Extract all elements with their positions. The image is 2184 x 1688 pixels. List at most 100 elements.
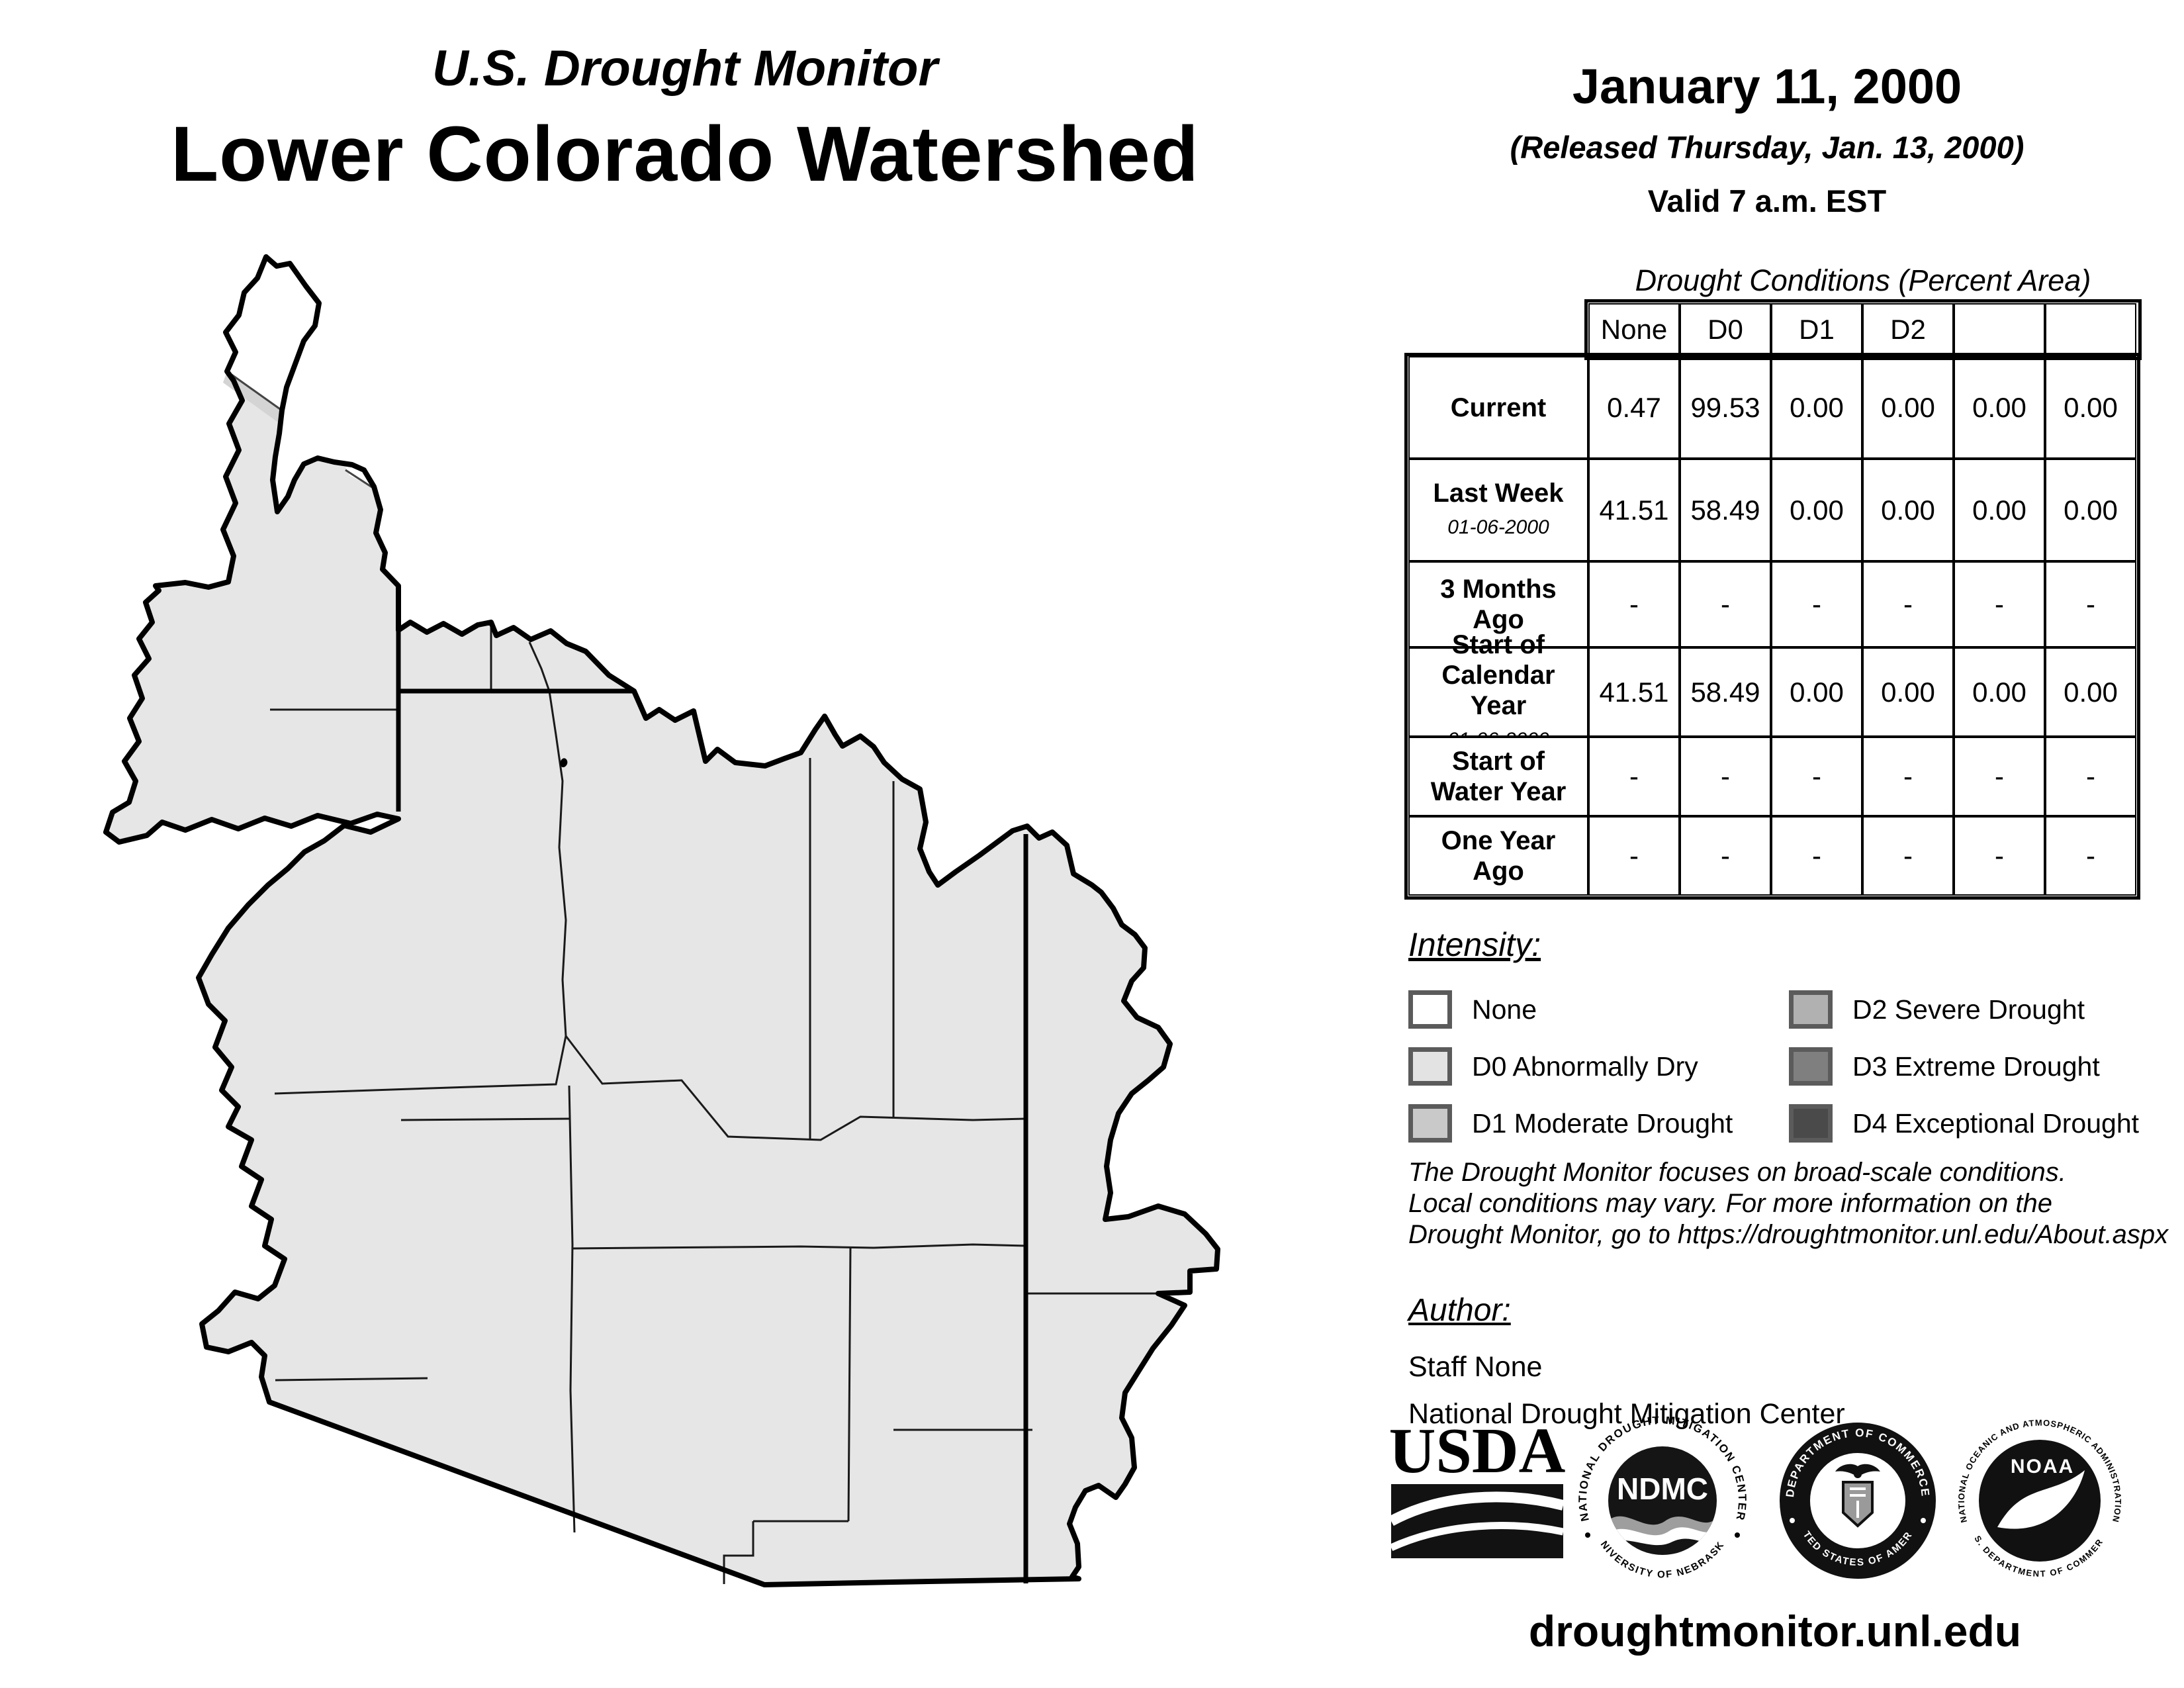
noaa-gull: [1997, 1470, 2085, 1529]
legend-item-d2: D2 Severe Drought: [1789, 989, 2183, 1030]
commerce-star-left: [1790, 1518, 1795, 1523]
watershed-border: [103, 254, 1220, 1587]
table-corner-spacer: [1408, 303, 1588, 356]
released-date: (Released Thursday, Jan. 13, 2000): [1510, 130, 2025, 165]
row-label-text: Last Week: [1433, 478, 1564, 508]
swatch-d1: [1408, 1104, 1452, 1143]
ndmc-dot-right: [1735, 1532, 1740, 1538]
commerce-eagle-body: [1854, 1470, 1862, 1478]
commerce-seal: DEPARTMENT OF COMMERCE UNITED STATES OF …: [1780, 1423, 1936, 1579]
row-label-text: One Year Ago: [1441, 826, 1556, 886]
row-label-start-water-year: Start of Water Year: [1408, 737, 1588, 816]
row-label-3-months-ago: 3 Months Ago: [1408, 561, 1588, 647]
disclaimer-line: The Drought Monitor focuses on broad-sca…: [1408, 1158, 2066, 1187]
row-label-text: 3 Months Ago: [1440, 575, 1557, 634]
author-org: National Drought Mitigation Center: [1408, 1398, 1845, 1430]
report-date: January 11, 2000: [1572, 59, 1962, 114]
noaa-logo: NATIONAL OCEANIC AND ATMOSPHERIC ADMINIS…: [1956, 1418, 2122, 1579]
cell-lastweek-d3: 0.00: [1954, 459, 2045, 561]
cell-current-none: 0.47: [1588, 356, 1680, 459]
state-boundaries: [396, 586, 1028, 1583]
date-block: January 11, 2000 (Released Thursday, Jan…: [1396, 58, 2138, 219]
cell-3mo-none: -: [1588, 561, 1680, 647]
map-artifact-mark: [560, 758, 568, 768]
swatch-none: [1408, 990, 1452, 1029]
legend-item-d0: D0 Abnormally Dry: [1408, 1046, 1789, 1087]
cell-swy-d3: -: [1954, 737, 2045, 816]
legend-label: None: [1472, 994, 1537, 1025]
cell-3mo-d3: -: [1954, 561, 2045, 647]
none-area-divider-2: [345, 469, 373, 489]
legend-grid: None D0 Abnormally Dry D1 Moderate Droug…: [1408, 989, 2183, 1144]
cell-3mo-d0: -: [1680, 561, 1771, 647]
cell-3mo-d1: -: [1771, 561, 1862, 647]
author-heading: Author:: [1408, 1293, 1511, 1328]
row-label-text: Current: [1450, 393, 1547, 422]
cell-1yr-d2: -: [1862, 816, 1954, 896]
footer-url: droughtmonitor.unl.edu: [1528, 1607, 2022, 1656]
region-title: Lower Colorado Watershed: [171, 111, 1199, 198]
cell-current-d1: 0.00: [1771, 356, 1862, 459]
cell-3mo-d2: -: [1862, 561, 1954, 647]
col-header-d4: D4: [2045, 303, 2136, 356]
col-header-d0: D0: [1680, 303, 1771, 356]
usda-logo-text: USDA: [1389, 1417, 1566, 1487]
table-title: Drought Conditions (Percent Area): [1635, 263, 2091, 297]
cell-lastweek-d4: 0.00: [2045, 459, 2136, 561]
intensity-legend: Intensity: None D0 Abnormally Dry D1 Mod…: [1408, 925, 2183, 1144]
legend-item-d3: D3 Extreme Drought: [1789, 1046, 2183, 1087]
col-header-none: None: [1588, 303, 1680, 356]
col-header-d1: D1: [1771, 303, 1862, 356]
commerce-star-right: [1921, 1518, 1926, 1523]
cell-1yr-d0: -: [1680, 816, 1771, 896]
legend-label: D2 Severe Drought: [1852, 994, 2085, 1025]
legend-item-d1: D1 Moderate Drought: [1408, 1103, 1789, 1144]
cell-swy-none: -: [1588, 737, 1680, 816]
cell-current-d3: 0.00: [1954, 356, 2045, 459]
disclaimer-line: Drought Monitor, go to https://droughtmo…: [1408, 1220, 2169, 1249]
cell-lastweek-none: 41.51: [1588, 459, 1680, 561]
swatch-d3: [1789, 1047, 1833, 1086]
monitor-title: U.S. Drought Monitor: [432, 40, 938, 97]
author-block: Author: Staff None National Drought Miti…: [1408, 1292, 2183, 1430]
author-name: Staff None: [1408, 1351, 1543, 1383]
county-boundaries: [270, 624, 1158, 1584]
cell-scy-none: 41.51: [1588, 647, 1680, 737]
swatch-d2: [1789, 990, 1833, 1029]
cell-lastweek-d0: 58.49: [1680, 459, 1771, 561]
cell-swy-d0: -: [1680, 737, 1771, 816]
legend-label: D1 Moderate Drought: [1472, 1107, 1733, 1139]
cell-scy-d1: 0.00: [1771, 647, 1862, 737]
row-label-text: Start of Calendar Year: [1441, 630, 1555, 720]
ndmc-logo: NATIONAL DROUGHT MITIGATION CENTER UNIVE…: [1578, 1417, 1747, 1580]
swatch-d4: [1789, 1104, 1833, 1143]
ndmc-center-text: NDMC: [1617, 1472, 1708, 1506]
cell-swy-d2: -: [1862, 737, 1954, 816]
cell-current-d2: 0.00: [1862, 356, 1954, 459]
col-header-d2: D2: [1862, 303, 1954, 356]
usda-logo: USDA: [1388, 1417, 1566, 1558]
row-label-last-week: Last Week 01-06-2000: [1408, 459, 1588, 561]
valid-time: Valid 7 a.m. EST: [1647, 183, 1887, 218]
cell-1yr-d3: -: [1954, 816, 2045, 896]
row-sublabel-date: 01-06-2000: [1447, 516, 1549, 538]
legend-item-d4: D4 Exceptional Drought: [1789, 1103, 2183, 1144]
watershed-outline: [106, 257, 1218, 1585]
disclaimer: The Drought Monitor focuses on broad-sca…: [1408, 1157, 2183, 1250]
legend-label: D3 Extreme Drought: [1852, 1051, 2100, 1082]
cell-current-d0: 99.53: [1680, 356, 1771, 459]
row-label-start-calendar-year: Start of Calendar Year 01-06-2000: [1408, 630, 1588, 751]
cell-3mo-d4: -: [2045, 561, 2136, 647]
noaa-center-text: NOAA: [2011, 1456, 2074, 1477]
row-label-text: Start of Water Year: [1430, 747, 1567, 806]
cell-1yr-none: -: [1588, 816, 1680, 896]
cell-scy-d0: 58.49: [1680, 647, 1771, 737]
none-area-north-tip: [226, 257, 319, 410]
row-label-current: Current: [1408, 356, 1588, 459]
col-header-d3: D3: [1954, 303, 2045, 356]
cell-swy-d4: -: [2045, 737, 2136, 816]
agency-logos: USDA NATIONAL DROUGHT MITIGATION CENTER …: [1380, 1417, 2148, 1589]
cell-scy-d3: 0.00: [1954, 647, 2045, 737]
cell-1yr-d4: -: [2045, 816, 2136, 896]
ndmc-dot-left: [1585, 1532, 1590, 1538]
